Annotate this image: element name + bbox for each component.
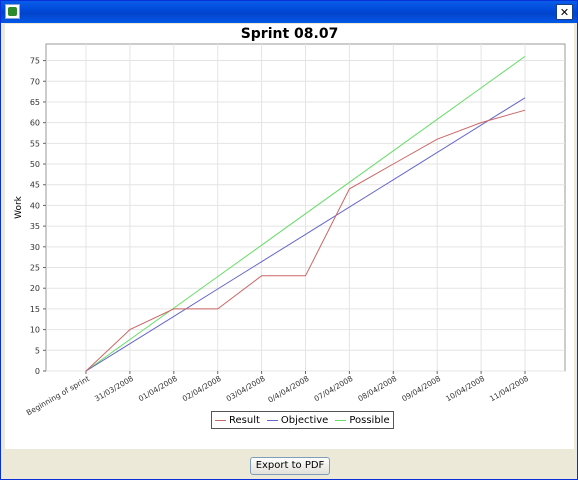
y-tick-label: 15 [30, 305, 40, 314]
legend-label: Result [229, 414, 260, 426]
x-tick-label: 31/03/2008 [93, 374, 135, 404]
y-tick-label: 10 [30, 326, 40, 335]
burndown-chart: 0 5 10 15 20 25 30 35 40 45 50 55 60 65 70 75 Beginning … [14, 43, 566, 426]
legend-swatch [335, 419, 347, 421]
series-line-objective [85, 97, 526, 372]
export-to-pdf-button[interactable]: Export to PDF [250, 457, 330, 475]
y-tick-label: 20 [30, 284, 40, 293]
y-tick-label: 45 [30, 181, 40, 190]
y-tick-label: 70 [30, 77, 40, 86]
close-icon: ✕ [559, 5, 570, 19]
x-tick-label: 10/04/2008 [444, 374, 486, 404]
title-bar[interactable]: ✕ [1, 1, 577, 23]
legend-item-objective: Objective [266, 414, 329, 426]
y-tick-label: 35 [30, 222, 40, 231]
x-tick-label: 03/04/2008 [225, 374, 267, 404]
y-tick-label: 65 [30, 98, 40, 107]
x-tick-label: 0/4/04/2008 [266, 374, 310, 405]
x-tick-label: 09/04/2008 [400, 374, 442, 404]
chart-panel: Sprint 08.07 0 5 10 15 20 25 30 35 40 45 50 55 60 65 7… [5, 24, 574, 449]
y-tick-label: 55 [30, 139, 40, 148]
y-tick-label: 60 [30, 119, 40, 128]
chart-title: Sprint 08.07 [240, 26, 339, 42]
x-tick-label: 07/04/2008 [312, 374, 354, 404]
legend-label: Possible [349, 414, 390, 426]
x-tick-label: 08/04/2008 [356, 374, 398, 404]
y-axis-label: Work [14, 195, 24, 219]
series-line-possible [85, 55, 526, 372]
legend-swatch [215, 419, 226, 421]
y-tick-label: 5 [35, 346, 40, 355]
x-tick-label: Beginning of sprint [25, 374, 91, 417]
legend-swatch [266, 419, 278, 421]
y-tick-label: 30 [30, 243, 40, 252]
y-tick-label: 75 [30, 57, 40, 66]
legend-item-possible: Possible [335, 414, 390, 426]
chart-legend: Result Objective Possible [211, 411, 394, 429]
x-tick-label: 01/04/2008 [137, 374, 179, 404]
x-tick-label: 02/04/2008 [181, 374, 223, 404]
series-line-result [85, 109, 526, 372]
java-app-icon [5, 4, 20, 19]
legend-item-result: Result [215, 415, 260, 426]
close-button[interactable]: ✕ [556, 4, 573, 20]
x-tick-label: 11/04/2008 [488, 374, 530, 404]
y-tick-label: 50 [30, 160, 40, 169]
legend-label: Objective [280, 414, 329, 426]
y-tick-label: 40 [30, 201, 40, 210]
y-tick-label: 0 [35, 367, 40, 376]
y-tick-label: 25 [30, 264, 40, 273]
